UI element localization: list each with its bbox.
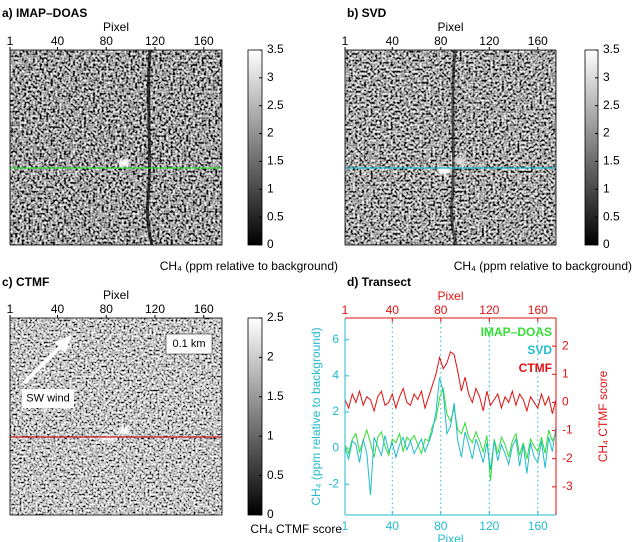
series-line [344, 377, 557, 496]
colorbar-tick-label: 0.5 [603, 209, 620, 223]
y2-tick-label: 2 [562, 338, 569, 352]
colorbar [247, 317, 263, 516]
legend-entry: CTMF [519, 361, 552, 375]
image-frame [344, 49, 557, 246]
y-tick-label: 6 [332, 332, 339, 346]
colorbar-tick-label: 3 [603, 70, 610, 84]
y2-tick-label: 1 [562, 366, 569, 380]
annotation: SW wind [26, 392, 69, 404]
series-line [344, 350, 557, 414]
colorbar-tick-label: 1 [267, 428, 274, 442]
colorbar-tick-label: 0 [603, 237, 610, 251]
colorbar-tick-label: 2.5 [267, 310, 284, 324]
x-tick-label: 120 [479, 34, 499, 48]
colorbar-tick-label: 0.5 [267, 468, 284, 482]
x-tick-label-top: 160 [528, 303, 548, 317]
y2-axis-label: CH₄ CTMF score [596, 370, 610, 462]
colorbar-tick-label: 2.5 [603, 98, 620, 112]
colorbar-tick-label: 3 [267, 70, 274, 84]
x-tick-label: 1 [7, 34, 14, 48]
x-tick-label: 120 [145, 34, 165, 48]
colorbar-tick-label: 1 [603, 181, 610, 195]
x-tick-label: 120 [145, 302, 165, 316]
y-tick-label: 0 [332, 440, 339, 454]
x-tick-label: 80 [100, 34, 114, 48]
image-frame [9, 317, 223, 516]
x-tick-label-bottom: 40 [386, 519, 400, 533]
x-tick-label-top: 120 [479, 303, 499, 317]
x-tick-label-bottom: 80 [434, 519, 448, 533]
x-tick-label: 160 [528, 34, 548, 48]
x-tick-label-top: 1 [342, 303, 349, 317]
colorbar-tick-label: 0 [267, 237, 274, 251]
x-tick-label: 1 [342, 34, 349, 48]
legend-entry: SVD [527, 343, 552, 357]
image-b [345, 49, 556, 246]
x-tick-label-top: 40 [386, 303, 400, 317]
y2-tick-label: -3 [562, 479, 573, 493]
colorbar-label: CH₄ CTMF score [250, 522, 342, 536]
x-axis-label: Pixel [437, 20, 463, 34]
y-tick-label: -2 [328, 476, 339, 490]
x-axis-label: Pixel [103, 20, 129, 34]
y-tick-label: 2 [332, 404, 339, 418]
colorbar-tick-label: 3.5 [603, 42, 620, 56]
colorbar-tick-label: 2 [603, 126, 610, 140]
y2-tick-label: -1 [562, 423, 573, 437]
colorbar-tick-label: 1.5 [603, 154, 620, 168]
y-tick-label: 4 [332, 368, 339, 382]
colorbar-tick-label: 2 [267, 126, 274, 140]
colorbar-tick-label: 2 [267, 350, 274, 364]
colorbar-tick-label: 3.5 [267, 42, 284, 56]
panel-title: d) Transect [347, 275, 411, 289]
panel-title: b) SVD [347, 6, 387, 20]
y-axis-label: CH₄ (ppm relative to background) [309, 327, 323, 505]
y2-tick-label: -2 [562, 451, 573, 465]
colorbar-tick-label: 2.5 [267, 98, 284, 112]
x-axis-label: Pixel [103, 288, 129, 302]
x-tick-label: 160 [194, 34, 214, 48]
colorbar [584, 49, 599, 246]
colorbar [247, 49, 263, 246]
x-tick-label-bottom: 160 [528, 519, 548, 533]
x-tick-label: 80 [100, 302, 114, 316]
colorbar-label: CH₄ (ppm relative to background) [454, 259, 632, 273]
legend-entry: IMAP–DOAS [481, 325, 552, 339]
x-tick-label: 160 [194, 302, 214, 316]
x-tick-label: 80 [434, 34, 448, 48]
x-tick-label: 1 [7, 302, 14, 316]
x-tick-label: 40 [51, 34, 65, 48]
x-axis-label-bottom: Pixel [437, 532, 463, 542]
x-tick-label-bottom: 120 [479, 519, 499, 533]
image-frame [9, 49, 223, 246]
colorbar-tick-label: 0 [267, 507, 274, 521]
x-axis-label-top: Pixel [437, 289, 463, 303]
x-tick-label: 40 [386, 34, 400, 48]
colorbar-label: CH₄ (ppm relative to background) [160, 259, 338, 273]
panel-title: c) CTMF [2, 275, 49, 289]
series-line [344, 386, 557, 481]
x-tick-label: 40 [51, 302, 65, 316]
colorbar-tick-label: 1.5 [267, 154, 284, 168]
y2-tick-label: 0 [562, 395, 569, 409]
image-a [10, 49, 222, 246]
colorbar-tick-label: 0.5 [267, 209, 284, 223]
image-c [10, 318, 222, 515]
colorbar-tick-label: 1 [267, 181, 274, 195]
colorbar-tick-label: 1.5 [267, 389, 284, 403]
panel-title: a) IMAP–DOAS [2, 6, 87, 20]
x-tick-label-top: 80 [434, 303, 448, 317]
x-tick-label-bottom: 1 [342, 519, 349, 533]
annotation: 0.1 km [172, 338, 205, 350]
